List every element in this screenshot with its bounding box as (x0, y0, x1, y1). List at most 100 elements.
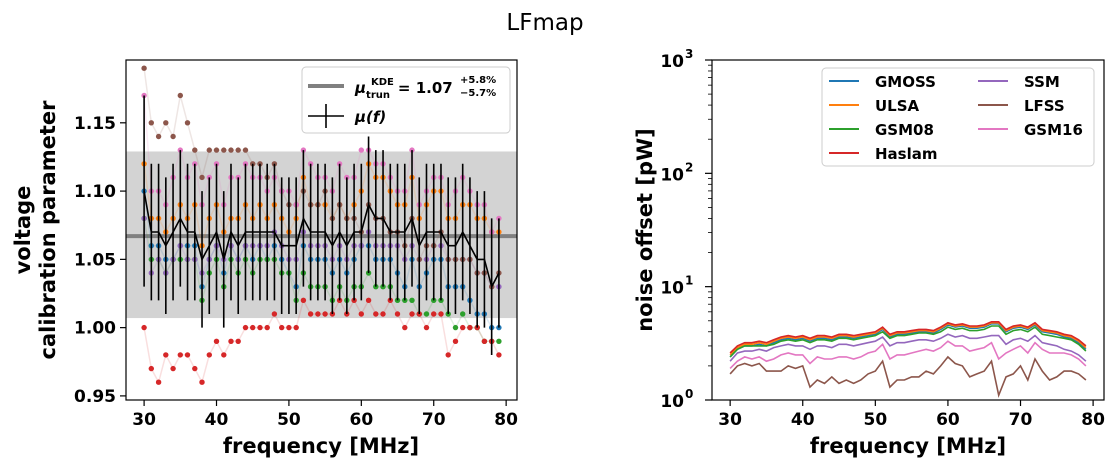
left-legend-kde-plus: +5.8% (460, 75, 496, 86)
left-point-3-20 (286, 324, 292, 331)
right-xtick-label-60: 60 (936, 410, 960, 430)
right-series-line-2 (729, 325, 1087, 358)
left-point-3-1 (148, 365, 154, 372)
left-ytick-label-4: 1.15 (74, 114, 116, 134)
left-point-5-11 (221, 147, 227, 153)
right-ytick-exp-2: 2 (685, 160, 693, 174)
left-point-2-49 (496, 338, 502, 344)
left-point-6-30 (358, 147, 364, 153)
left-point-3-22 (300, 297, 307, 303)
left-point-3-0 (141, 324, 147, 331)
left-chart: 30 40 50 60 70 80 0.95 1.00 1.05 1.10 1.15 frequen… (11, 59, 518, 458)
left-ytick-label-0: 0.95 (74, 387, 116, 407)
left-point-3-6 (184, 352, 191, 358)
left-point-3-11 (221, 352, 227, 358)
left-point-3-31 (365, 297, 372, 303)
left-legend-kde-label: μtrunKDE = 1.07 (354, 77, 453, 101)
left-point-2-44 (460, 311, 466, 317)
left-point-5-0 (141, 65, 147, 71)
left-point-3-18 (271, 311, 278, 317)
right-series-line-1 (729, 321, 1087, 356)
left-axes-frame (125, 59, 518, 401)
left-point-3-44 (460, 324, 466, 331)
right-legend-label-5: LFSS (1024, 97, 1065, 115)
right-legend-label-2: GSM08 (875, 121, 934, 139)
left-xtick-label-40: 40 (205, 410, 229, 430)
right-ytick-label-3: 10 (660, 52, 684, 72)
left-ytick-label-2: 1.05 (74, 250, 116, 270)
left-point-6-28 (344, 174, 350, 181)
left-point-3-5 (177, 352, 183, 358)
left-point-5-8 (199, 174, 205, 181)
left-point-3-37 (409, 311, 415, 317)
left-point-3-24 (315, 311, 321, 317)
left-point-3-3 (163, 352, 169, 358)
left-point-5-10 (213, 147, 220, 153)
left-point-3-19 (279, 324, 285, 331)
left-point-3-32 (373, 311, 379, 317)
left-point-6-9 (206, 174, 212, 181)
left-mean-line (143, 190, 500, 289)
left-point-5-3 (163, 120, 169, 126)
right-ytick-label-2: 10 (660, 165, 684, 185)
right-legend-label-3: Haslam (875, 145, 938, 163)
left-point-3-39 (423, 324, 430, 331)
right-series-line-4 (729, 333, 1087, 362)
left-point-6-0 (141, 92, 147, 99)
left-point-3-36 (402, 324, 408, 331)
left-point-3-10 (213, 338, 220, 344)
left-point-6-13 (235, 174, 241, 181)
left-point-3-28 (344, 311, 350, 317)
right-ytick-label-0: 10 (660, 392, 684, 412)
right-ylabel: noise offset [pW] (633, 128, 657, 332)
left-point-2-39 (423, 311, 430, 317)
right-series-layer (729, 320, 1087, 399)
left-xlabel: frequency [MHz] (223, 434, 419, 458)
left-point-3-33 (380, 311, 386, 317)
left-point-3-25 (322, 311, 328, 317)
left-legend-mu-label: μ(f) (354, 108, 386, 126)
left-point-5-7 (192, 147, 198, 153)
left-xtick-label-50: 50 (277, 410, 301, 430)
left-point-5-5 (177, 92, 183, 99)
right-xtick-label-70: 70 (1009, 410, 1033, 430)
right-series-line-0 (729, 322, 1087, 358)
right-ytick-exp-3: 3 (685, 47, 693, 61)
left-point-3-14 (242, 324, 249, 331)
left-point-2-43 (452, 324, 459, 331)
left-point-3-21 (293, 324, 299, 331)
left-point-5-2 (155, 133, 162, 140)
left-point-6-37 (409, 147, 415, 153)
left-ylabel-line2: calibration parameter (36, 100, 60, 360)
left-point-3-40 (431, 311, 437, 317)
left-point-3-7 (192, 365, 198, 372)
left-point-3-49 (496, 352, 502, 358)
figure-title: LFmap (506, 10, 583, 36)
left-point-3-16 (257, 324, 263, 331)
right-ytick-label-1: 10 (660, 279, 684, 299)
left-point-6-22 (300, 147, 307, 153)
left-point-3-41 (438, 311, 444, 317)
left-point-3-12 (228, 338, 234, 344)
left-point-5-1 (148, 120, 154, 126)
left-ylabel-line1: voltage (11, 186, 35, 275)
right-xlabel: frequency [MHz] (810, 434, 1006, 458)
left-point-2-37 (409, 297, 415, 303)
left-point-2-32 (373, 284, 379, 290)
left-point-3-13 (235, 338, 241, 344)
left-point-3-47 (481, 338, 488, 344)
left-point-3-15 (250, 324, 256, 331)
left-point-3-38 (416, 311, 422, 317)
right-series-line-5 (729, 355, 1087, 399)
left-ytick-label-3: 1.10 (74, 182, 116, 202)
right-legend-label-6: GSM16 (1024, 121, 1083, 139)
left-point-3-30 (358, 311, 364, 317)
right-legend-label-1: ULSA (875, 97, 920, 115)
right-legend-label-0: GMOSS (875, 73, 936, 91)
right-xtick-label-30: 30 (718, 410, 742, 430)
right-axes-frame (711, 59, 1105, 401)
left-point-3-4 (170, 365, 176, 372)
